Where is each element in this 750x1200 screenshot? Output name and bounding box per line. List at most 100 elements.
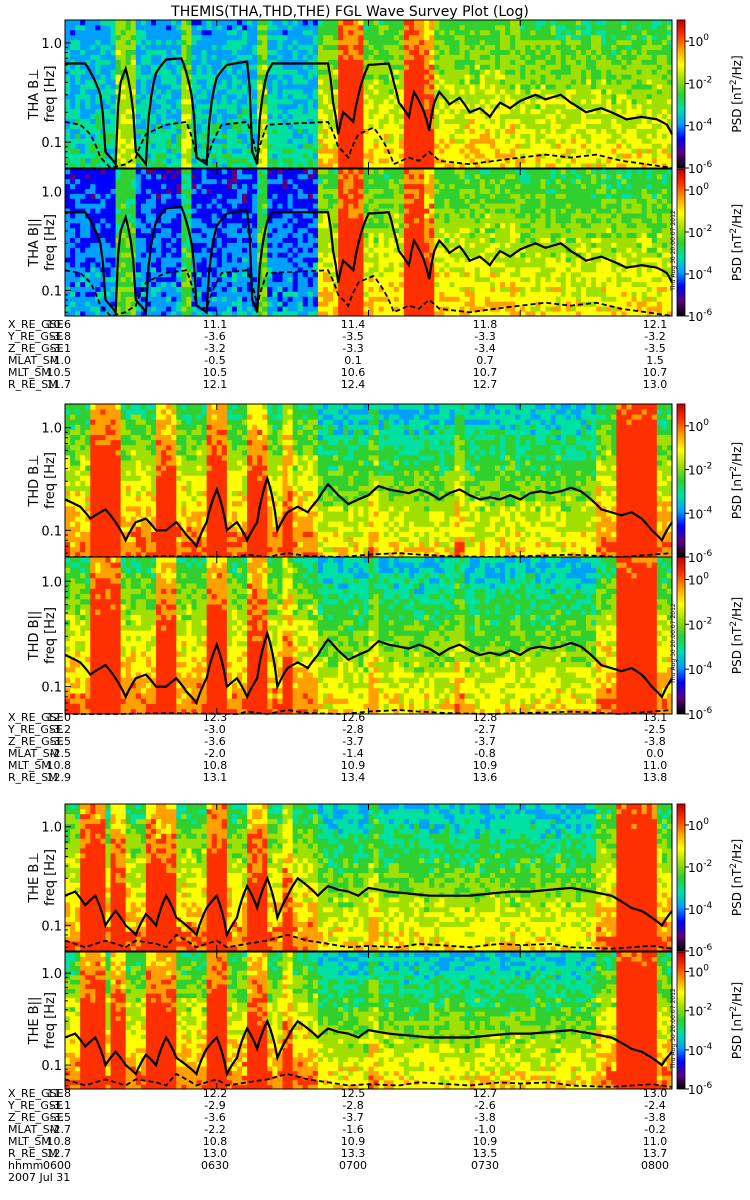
spectrogram-cell <box>196 252 202 258</box>
spectrogram-cell <box>105 64 111 70</box>
spectrogram-cell <box>130 69 137 75</box>
spectrogram-cell <box>565 20 572 26</box>
spectrogram-cell <box>408 29 415 36</box>
spectrogram-cell <box>575 74 582 80</box>
spectrogram-cell <box>125 247 132 253</box>
spectrogram-cell <box>297 118 304 124</box>
spectrogram-cell <box>236 153 243 159</box>
spectrogram-cell <box>226 169 233 175</box>
spectrogram-cell <box>242 94 248 100</box>
spectrogram-cell <box>130 311 137 317</box>
spectrogram-cell <box>328 158 334 164</box>
spectrogram-cell <box>661 113 668 120</box>
spectrogram-cell <box>231 222 238 229</box>
spectrogram-cell <box>666 163 673 169</box>
spectrogram-cell <box>373 39 380 46</box>
spectrogram-cell <box>651 24 658 31</box>
spectrogram-cell <box>65 34 71 41</box>
spectrogram-cell <box>186 222 192 229</box>
spectrogram-cell <box>70 311 76 317</box>
spectrogram-cell <box>221 311 228 317</box>
spectrogram-cell <box>333 29 339 36</box>
spectrogram-cell <box>530 20 536 26</box>
spectrogram-cell <box>211 227 218 234</box>
spectrogram-cell <box>231 94 238 100</box>
spectrogram-cell <box>161 173 167 180</box>
spectrogram-cell <box>201 103 208 110</box>
spectrogram-cell <box>252 281 258 287</box>
spectrogram-cell <box>95 262 101 268</box>
spectrogram-cell <box>307 49 314 55</box>
spectrogram-cell <box>292 64 299 70</box>
spectrogram-cell <box>125 103 132 110</box>
spectrogram-cell <box>474 113 481 120</box>
spectrogram-cell <box>171 252 177 258</box>
spectrogram-cell <box>570 103 577 110</box>
spectrogram-cell <box>358 98 364 105</box>
spectrogram-cell <box>166 271 172 278</box>
spectrogram-cell <box>363 44 369 50</box>
spectrogram-cell <box>570 128 577 134</box>
spectrogram-cell <box>601 74 607 80</box>
spectrogram-cell <box>550 118 557 124</box>
spectrogram-cell <box>651 54 658 60</box>
spectrogram-cell <box>525 34 531 41</box>
spectrogram-cell <box>666 44 673 50</box>
spectrogram-cell <box>368 138 374 144</box>
spectrogram-cell <box>535 20 541 26</box>
spectrogram-cell <box>95 227 101 234</box>
spectrogram-cell <box>525 153 531 159</box>
spectrogram-cell <box>267 69 273 75</box>
spectrogram-cell <box>191 286 197 292</box>
spectrogram-cell <box>166 64 172 70</box>
spectrogram-cell <box>211 267 218 273</box>
spectrogram-cell <box>378 148 385 154</box>
spectrogram-cell <box>403 54 410 60</box>
spectrogram-cell <box>85 173 91 180</box>
spectrogram-cell <box>166 257 172 263</box>
spectrogram-cell <box>75 169 81 175</box>
spectrogram-cell <box>181 276 187 283</box>
spectrogram-cell <box>606 94 612 100</box>
spectrogram-cell <box>429 84 435 90</box>
spectrogram-cell <box>368 98 374 105</box>
spectrogram-cell <box>130 89 137 95</box>
spectrogram-cell <box>150 306 157 312</box>
spectrogram-cell <box>606 20 612 26</box>
spectrogram-cell <box>666 34 673 41</box>
spectrogram-cell <box>277 79 283 85</box>
spectrogram-cell <box>171 54 177 60</box>
spectrogram-cell <box>666 138 673 144</box>
spectrogram-cell <box>540 54 546 60</box>
spectrogram-cell <box>363 84 369 90</box>
spectrogram-cell <box>252 69 258 75</box>
spectrogram-cell <box>95 34 101 41</box>
spectrogram-cell <box>363 113 369 120</box>
spectrogram-cell <box>500 84 506 90</box>
spectrogram-cell <box>95 242 101 248</box>
spectrogram-cell <box>115 306 122 312</box>
spectrogram-cell <box>307 39 314 46</box>
spectrogram-cell <box>267 296 273 302</box>
spectrogram-cell <box>469 84 476 90</box>
spectrogram-cell <box>267 183 273 189</box>
spectrogram-cell <box>434 69 440 75</box>
spectrogram-cell <box>75 203 81 209</box>
spectrogram-cell <box>181 44 187 50</box>
spectrogram-cell <box>550 79 557 85</box>
spectrogram-cell <box>140 286 147 292</box>
spectrogram-cell <box>257 213 263 219</box>
spectrogram-cell <box>110 79 116 85</box>
spectrogram-cell <box>408 20 415 26</box>
spectrogram-cell <box>140 103 147 110</box>
spectrogram-cell <box>621 118 627 124</box>
spectrogram-cell <box>186 24 192 31</box>
spectrogram-cell <box>75 237 81 243</box>
spectrogram-cell <box>145 301 152 307</box>
spectrogram-cell <box>555 133 562 139</box>
spectrogram-cell <box>580 128 587 134</box>
spectrogram-cell <box>236 39 243 46</box>
spectrogram-cell <box>545 148 551 154</box>
spectrogram-cell <box>196 128 202 134</box>
